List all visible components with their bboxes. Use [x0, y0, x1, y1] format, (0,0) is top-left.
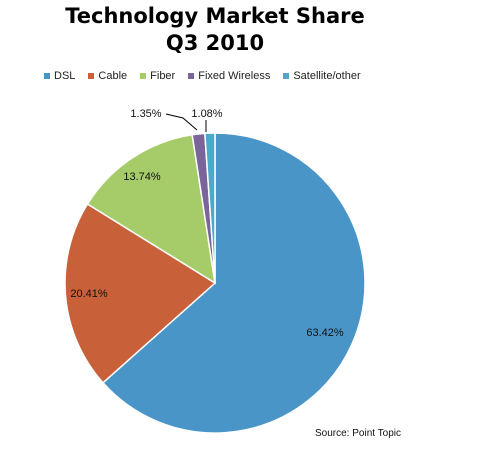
legend-item-fixed-wireless: Fixed Wireless — [188, 70, 270, 82]
legend-label: DSL — [54, 70, 76, 82]
legend-item-cable: Cable — [88, 70, 127, 82]
data-label-fixed-wireless: 1.35% — [130, 108, 161, 120]
legend-item-dsl: DSL — [44, 70, 75, 82]
legend-swatch — [88, 73, 95, 79]
legend-label: Cable — [98, 70, 128, 82]
legend-label: Fiber — [150, 70, 176, 82]
legend-swatch — [140, 73, 147, 79]
chart-subtitle: Q3 2010 — [165, 31, 265, 55]
legend-item-fiber: Fiber — [140, 70, 175, 82]
pie-slice-satellite-other — [204, 132, 216, 284]
leader-line-fixed-wireless — [165, 113, 198, 131]
legend-swatch — [44, 73, 50, 79]
legend-swatch — [283, 73, 290, 79]
pie-slice-cable — [64, 202, 217, 384]
legend-label: Satellite/other — [293, 70, 361, 82]
pie-slice-fiber — [86, 133, 216, 285]
data-label-fiber: 13.74% — [123, 171, 161, 183]
legend-label: Fixed Wireless — [198, 70, 271, 82]
source-note: Source: Point Topic — [315, 428, 401, 439]
legend: DSL Cable Fiber Fixed Wireless Satellite… — [44, 70, 374, 82]
data-label-cable: 20.41% — [70, 288, 108, 300]
legend-swatch — [188, 73, 195, 79]
chart-title: Technology Market Share — [65, 4, 365, 28]
data-label-satellite-other: 1.08% — [191, 108, 222, 120]
legend-item-satellite-other: Satellite/other — [283, 70, 361, 82]
data-label-dsl: 63.42% — [306, 327, 344, 339]
pie-slice-dsl — [101, 132, 366, 434]
